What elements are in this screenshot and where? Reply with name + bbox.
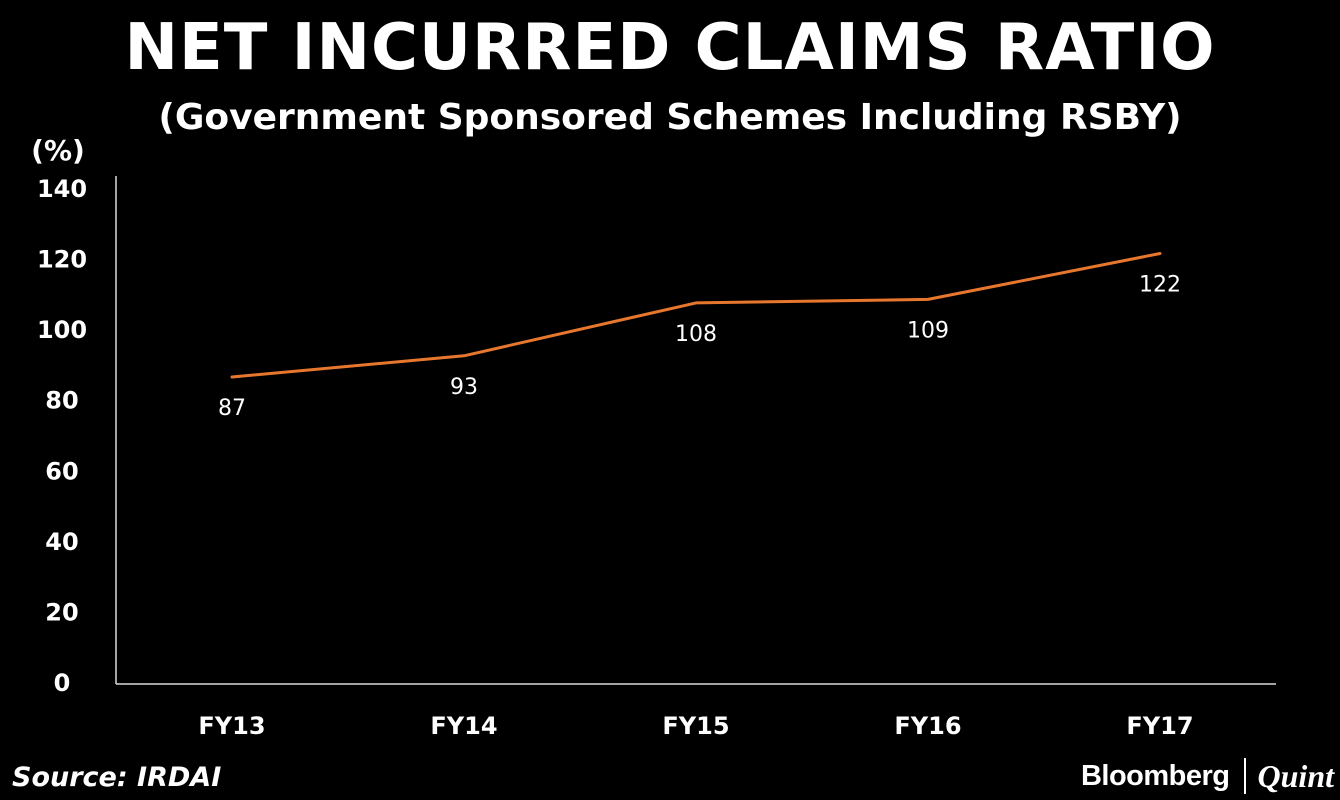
y-tick-label: 140 <box>37 175 87 203</box>
brand-logo: Bloomberg Quint <box>1081 754 1334 798</box>
data-label: 109 <box>907 318 949 343</box>
data-label: 122 <box>1139 273 1181 298</box>
x-tick-label: FY17 <box>1126 712 1193 740</box>
data-labels: 87 93 108 109 122 <box>218 273 1181 422</box>
source-note: Source: IRDAI <box>12 762 222 793</box>
y-tick-label: 120 <box>37 246 87 274</box>
chart-subtitle: (Government Sponsored Schemes Including … <box>158 97 1182 138</box>
brand-bloomberg: Bloomberg <box>1080 759 1230 792</box>
data-label: 108 <box>675 322 717 347</box>
x-tick-labels: FY13 FY14 FY15 FY16 FY17 <box>198 712 1193 740</box>
y-tick-label: 80 <box>45 387 78 415</box>
y-tick-label: 20 <box>45 598 78 626</box>
data-label: 93 <box>450 375 478 400</box>
y-axis-label: (%) <box>31 134 85 167</box>
x-tick-label: FY13 <box>198 712 265 740</box>
y-tick-label: 0 <box>54 669 71 697</box>
y-tick-label: 100 <box>37 316 87 344</box>
chart-title: NET INCURRED CLAIMS RATIO <box>124 11 1216 85</box>
y-tick-label: 40 <box>45 528 78 556</box>
x-tick-label: FY15 <box>662 712 729 740</box>
x-tick-label: FY14 <box>430 712 497 740</box>
brand-quint: Quint <box>1257 757 1334 794</box>
data-label: 87 <box>218 396 246 421</box>
x-tick-label: FY16 <box>894 712 961 740</box>
series-line <box>230 252 1162 379</box>
y-tick-labels: 0 20 40 60 80 100 120 140 <box>37 175 87 697</box>
brand-divider <box>1243 758 1246 794</box>
y-tick-label: 60 <box>45 457 78 485</box>
